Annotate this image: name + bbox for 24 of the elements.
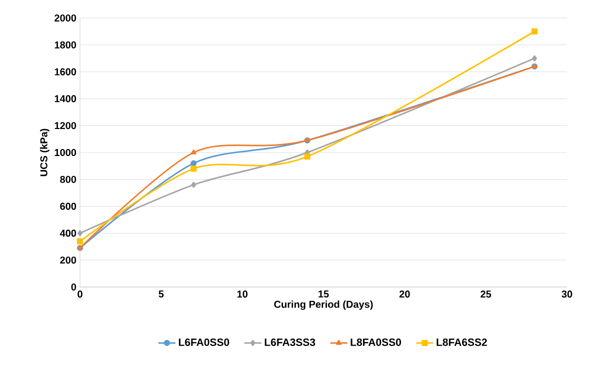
y-tick-label: 1600	[54, 68, 76, 76]
y-tick-label: 1000	[54, 148, 76, 156]
x-tick-label: 25	[480, 290, 492, 298]
y-tick-label: 1200	[54, 122, 76, 130]
x-axis-title: Curing Period (Days)	[274, 300, 373, 310]
x-tick-label: 5	[158, 290, 164, 298]
x-tick-label: 10	[237, 290, 248, 298]
y-tick-label: 1800	[54, 41, 76, 48]
x-tick-label: 15	[318, 290, 329, 298]
x-tick-label: 20	[399, 290, 410, 298]
x-tick-label: 0	[78, 290, 82, 298]
legend-label: L6FA3SS3	[264, 338, 316, 346]
legend-label: L8FA0SS0	[350, 338, 401, 346]
y-tick-label: 600	[60, 202, 76, 210]
y-tick-label: 0	[71, 283, 76, 291]
legend-label: L6FA0SS0	[178, 338, 230, 346]
y-tick-label: 200	[60, 256, 76, 264]
y-tick-label: 400	[60, 230, 76, 237]
y-tick-label: 800	[60, 176, 76, 183]
y-axis-title: UCS (kPa)	[40, 128, 50, 176]
legend-label: L8FA6SS2	[436, 338, 487, 346]
y-tick-label: 2000	[54, 14, 76, 22]
y-tick-label: 1400	[54, 95, 76, 102]
x-tick-label: 30	[562, 290, 572, 298]
